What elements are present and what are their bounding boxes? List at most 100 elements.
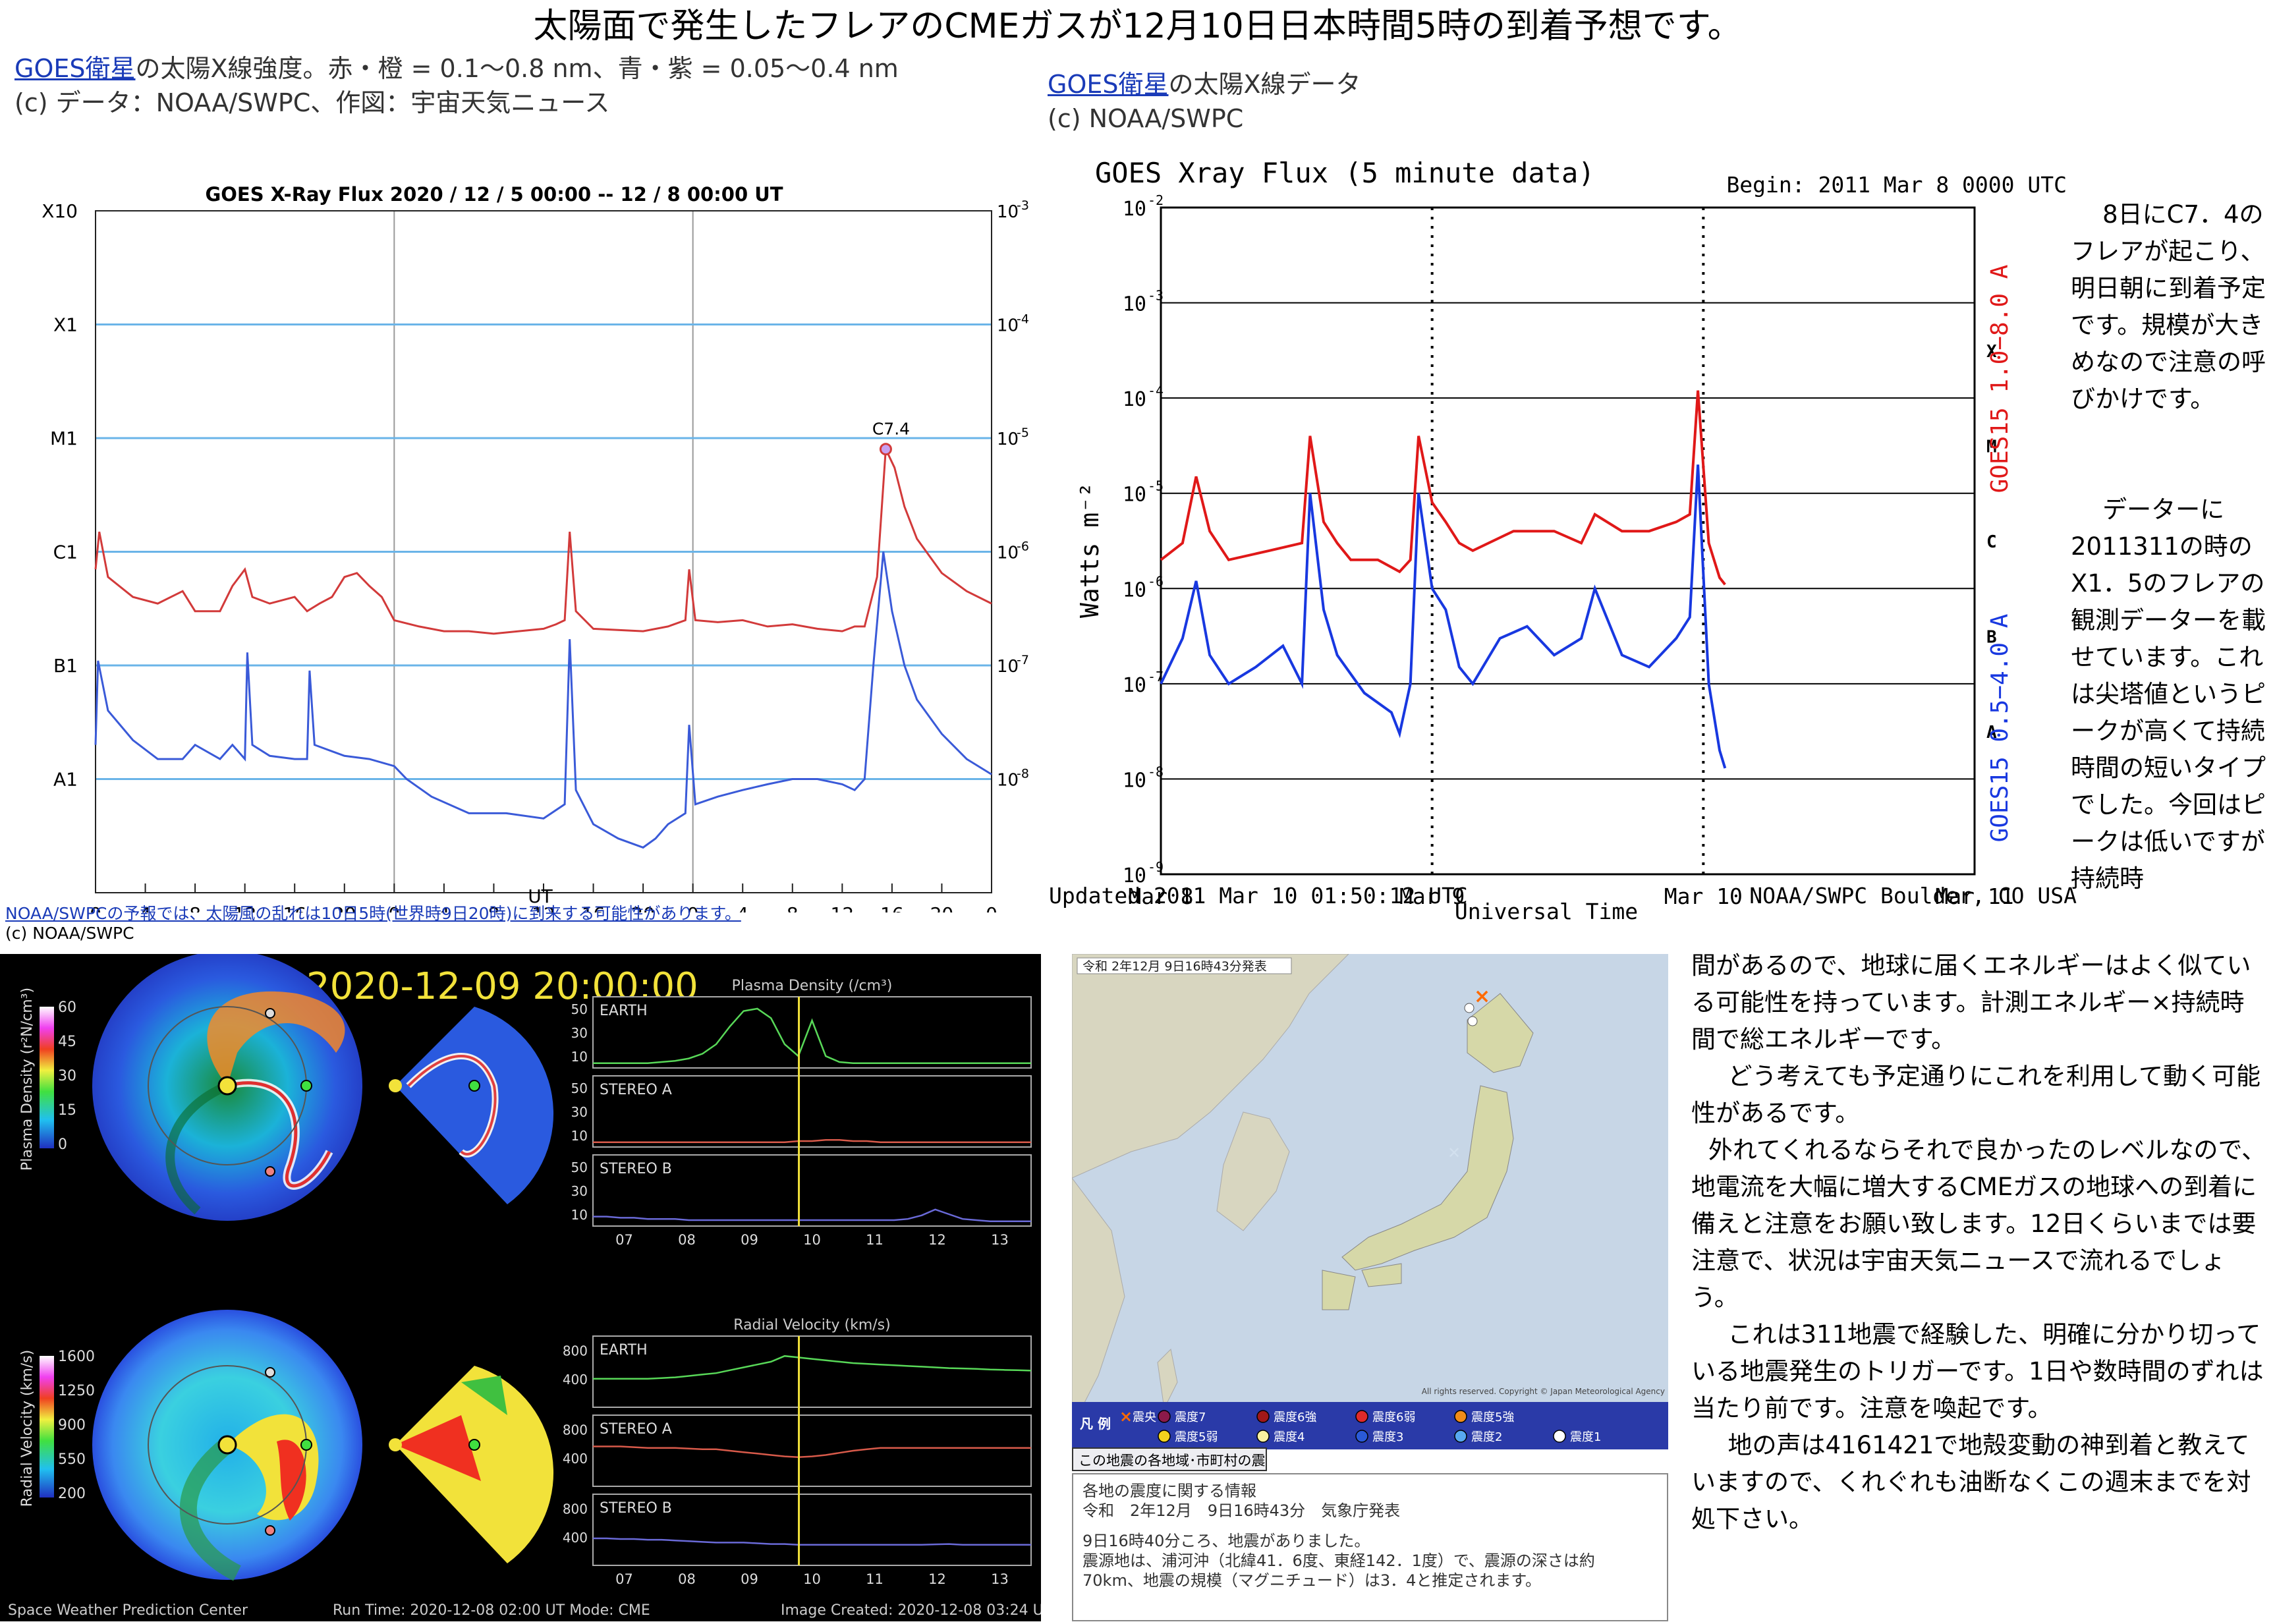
right-caption: GOES衛星の太陽X線データ (c) NOAA/SWPC xyxy=(1048,67,1361,136)
enlil-series xyxy=(593,1355,1032,1380)
enlil-series xyxy=(593,1138,1031,1144)
chart2-class-label: M xyxy=(1986,437,1997,457)
enlil-y-tick: 800 xyxy=(563,1422,588,1438)
chart1-x-tick: 12 xyxy=(532,903,555,912)
quake-map-header: 令和 2年12月 9日16時43分発表 xyxy=(1082,959,1267,974)
legend-epicenter-icon: × xyxy=(1119,1407,1133,1426)
enlil-x-tick: 09 xyxy=(741,1232,758,1248)
chart1-class-label: X1 xyxy=(53,314,78,336)
enlil-y-tick: 10 xyxy=(571,1128,588,1144)
legend-label: 震度4 xyxy=(1274,1430,1305,1444)
hokkaido xyxy=(1467,993,1534,1073)
enlil-footer-mid: Run Time: 2020-12-08 02:00 UT Mode: CME xyxy=(333,1602,650,1619)
japan-map: ✕ 令和 2年12月 9日16時43分発表 × All rights reser… xyxy=(1071,953,1665,1428)
chart1-x-tick: 0 xyxy=(986,903,997,912)
enlil-row-label: STEREO A xyxy=(600,1421,672,1438)
enlil-plot-title: Plasma Density (/cm³) xyxy=(732,978,893,994)
chart1-right-tick-exp: -6 xyxy=(1017,540,1029,554)
quake-info-title: 各地の震度に関する情報 xyxy=(1082,1482,1256,1500)
chart2-series-0 xyxy=(1160,390,1726,586)
enlil-row-label: EARTH xyxy=(600,1003,648,1019)
korea-peninsula xyxy=(1216,1111,1290,1231)
enlil-y-tick: 30 xyxy=(571,1025,588,1041)
chart2-y-tick: 10 xyxy=(1123,484,1146,507)
chart2-y-tick: 10 xyxy=(1123,388,1146,411)
chart1-x-tick: 0 xyxy=(90,903,101,912)
enlil-series xyxy=(593,1208,1031,1223)
chart1-x-tick: 20 xyxy=(631,903,655,912)
left-caption: GOES衛星の太陽X線強度。赤・橙 = 0.1〜0.8 nm、青・紫 = 0.0… xyxy=(14,51,899,120)
chart1-right-tick: 10 xyxy=(997,771,1019,791)
enlil-y-tick: 50 xyxy=(571,1160,588,1175)
chart1-class-label: B1 xyxy=(53,655,78,677)
enlil-row-label: STEREO A xyxy=(600,1082,672,1098)
chart1-x-tick: 16 xyxy=(283,903,306,912)
article-p4: 外れてくれるならそれで良かったのレベルなので、地電流を大幅に増大するCMEガスの… xyxy=(1691,1136,2266,1312)
chart1-x-tick: 4 xyxy=(438,903,450,912)
goes-xray-flux-chart-2011: GOES Xray Flux (5 minute data) Begin: 20… xyxy=(1075,157,2067,922)
swpc-note: NOAA/SWPCの予報では、太陽風の乱れは10日5時(世界時9日20時)に到来… xyxy=(5,904,741,943)
legend-label: 震度3 xyxy=(1372,1430,1403,1444)
enlil-x-tick: 12 xyxy=(928,1571,946,1587)
enlil-y-tick: 50 xyxy=(571,1001,588,1017)
enlil-x-tick: 10 xyxy=(803,1232,821,1248)
chart1-class-label: X10 xyxy=(42,200,78,222)
goes-link-left[interactable]: GOES衛星 xyxy=(14,54,136,83)
enlil-plot-frame xyxy=(592,1335,1032,1408)
enlil-footer-right: Image Created: 2020-12-08 03:24 UT xyxy=(781,1602,1041,1619)
enlil-plot-frame xyxy=(592,1494,1032,1566)
chart2-y-tick: 10 xyxy=(1123,198,1146,221)
chart1-peak-marker xyxy=(879,443,892,456)
quake-info-line3: 70km、地震の規模（マグニチュード）は3．4と推定されます。 xyxy=(1082,1571,1541,1590)
chart2-y-tick-exp: -9 xyxy=(1148,859,1164,875)
swpc-forecast-link[interactable]: NOAA/SWPCの予報では、太陽風の乱れは10日5時(世界時9日20時)に到来… xyxy=(5,904,741,923)
chart2-footer-right: NOAA/SWPC Boulder, CO USA xyxy=(1749,883,2077,909)
chart1-x-tick: 0 xyxy=(388,903,400,912)
legend-label: 震度6弱 xyxy=(1372,1411,1415,1424)
enlil-visualization: 2020-12-09 20:00:00 Plasma Density (r²N/… xyxy=(8,951,1053,1619)
enlil-y-tick: 400 xyxy=(563,1451,588,1467)
goes-link-right[interactable]: GOES衛星 xyxy=(1048,70,1169,99)
chart1-right-tick: 10 xyxy=(997,430,1019,449)
chart2-series-1 xyxy=(1160,464,1727,769)
earthquake-map: ✕ 令和 2年12月 9日16時43分発表 × All rights reser… xyxy=(1071,953,1668,1428)
enlil-y-tick: 400 xyxy=(563,1530,588,1546)
chart2-y-tick: 10 xyxy=(1123,864,1146,887)
chart1-x-tick: 20 xyxy=(333,903,356,912)
chart1-x-tick: 16 xyxy=(880,903,904,912)
velocity-colorbar-tick: 1600 xyxy=(58,1349,95,1365)
article-p5: これは311地震で経験した、明確に分かり切っている地震発生のトリガーです。1日や… xyxy=(1691,1320,2264,1422)
sun-marker xyxy=(217,1076,237,1096)
enlil-x-tick: 13 xyxy=(991,1232,1009,1248)
chart1-x-tick: 8 xyxy=(488,903,500,912)
article-p6: 地の声は4161421で地殻変動の神到着と教えていますので、くれぐれも油断なくこ… xyxy=(1691,1431,2251,1533)
enlil-x-tick: 07 xyxy=(615,1232,633,1248)
kyushu xyxy=(1322,1270,1356,1310)
quake-detail-button[interactable]: この地震の各地域･市町村の震度 xyxy=(1072,1447,1267,1492)
chart1-annotation: C7.4 xyxy=(872,420,910,439)
chart1-x-tick: 8 xyxy=(787,903,799,912)
chart1-x-label: UT xyxy=(528,885,553,907)
chart2-x-tick: Mar 9 xyxy=(1399,883,1465,909)
chart2-x-label: Universal Time xyxy=(1455,899,1638,922)
chart2-y-tick: 10 xyxy=(1123,769,1146,792)
enlil-y-tick: 30 xyxy=(571,1183,588,1199)
density-colorbar-tick: 0 xyxy=(58,1136,67,1153)
chart1-class-label: M1 xyxy=(50,428,78,449)
chart1-right-tick: 10 xyxy=(997,544,1019,563)
chart1-series-0 xyxy=(94,445,992,635)
chart2-y-tick-exp: -2 xyxy=(1148,192,1164,208)
goes-xray-flux-chart-2020: GOES X-Ray Flux 2020 / 12 / 5 00:00 -- 1… xyxy=(42,183,1029,912)
chart2-class-label: C xyxy=(1986,532,1997,552)
velocity-colorbar-label: Radial Velocity (km/s) xyxy=(19,1350,36,1507)
enlil-row-label: STEREO B xyxy=(600,1161,672,1177)
enlil-plot-frame xyxy=(592,996,1032,1069)
chart2-y-tick: 10 xyxy=(1123,674,1146,697)
legend-swatch xyxy=(1553,1430,1566,1443)
chart1-x-tick: 12 xyxy=(831,903,855,912)
epicenter-marker: × xyxy=(1474,985,1490,1008)
legend-label: 震度2 xyxy=(1471,1430,1502,1444)
legend-title: 凡 例 xyxy=(1080,1416,1111,1432)
enlil-row-label: STEREO B xyxy=(600,1500,672,1517)
quake-info-date: 令和 2年12月 9日16時43分 気象庁発表 xyxy=(1082,1501,1401,1520)
